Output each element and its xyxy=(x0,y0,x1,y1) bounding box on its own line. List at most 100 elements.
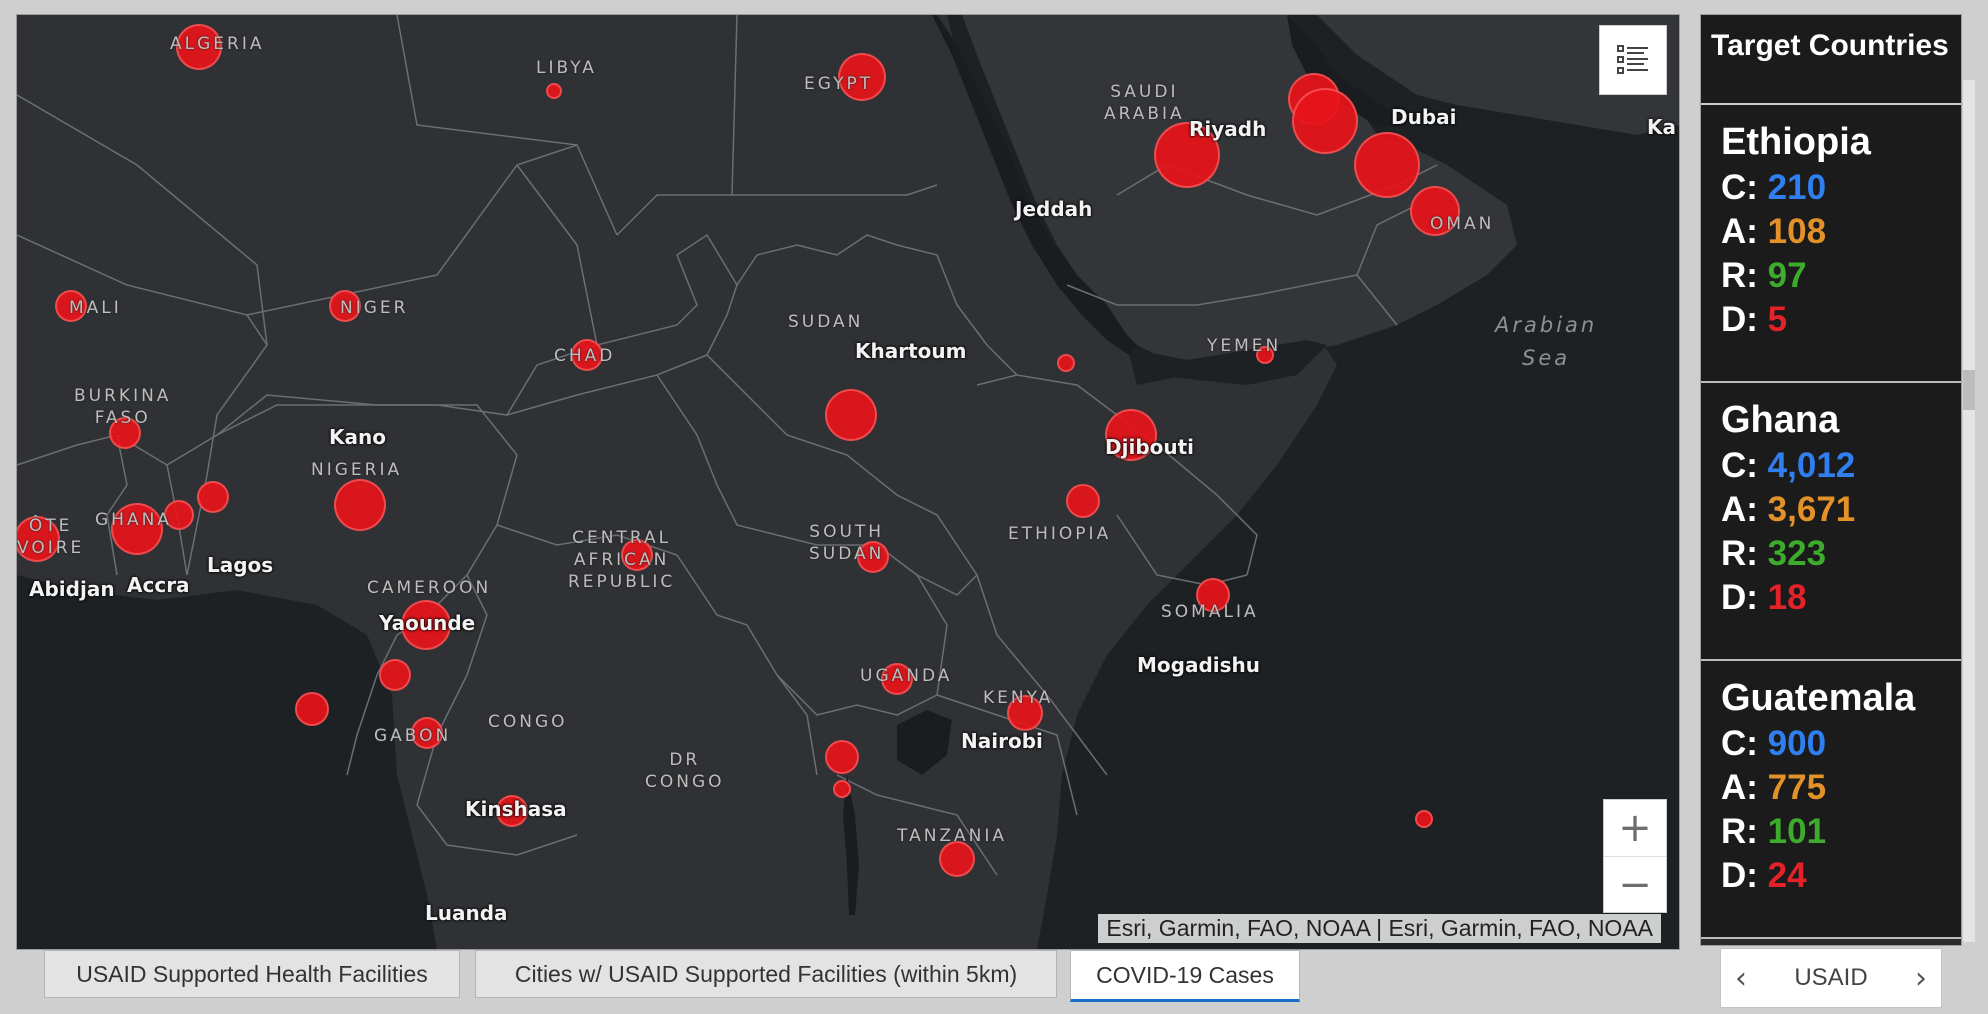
stat-active: A: 3,671 xyxy=(1721,490,1856,529)
case-marker[interactable] xyxy=(825,389,877,441)
case-marker[interactable] xyxy=(1007,695,1043,731)
case-marker[interactable] xyxy=(1256,346,1274,364)
map-view[interactable]: ALGERIA LIBYA EGYPT SAUDI ARABIA OMAN MA… xyxy=(16,14,1680,950)
country-label: SAUDI ARABIA xyxy=(1104,82,1185,124)
case-marker[interactable] xyxy=(401,600,451,650)
country-card-guatemala[interactable]: Guatemala C: 900 A: 775 R: 101 D: 24 xyxy=(1701,661,1961,939)
country-label: EGYPT xyxy=(804,74,874,94)
country-label: CAMEROON xyxy=(367,578,492,598)
pager-label: USAID xyxy=(1794,964,1868,991)
case-marker[interactable] xyxy=(838,53,886,101)
case-marker[interactable] xyxy=(164,500,194,530)
country-name: Guatemala xyxy=(1721,677,1916,719)
country-label: LIBYA xyxy=(536,58,597,78)
case-marker[interactable] xyxy=(939,841,975,877)
zoom-in-button[interactable]: + xyxy=(1604,800,1666,857)
stat-recovered: R: 97 xyxy=(1721,256,1807,295)
case-marker[interactable] xyxy=(1415,810,1433,828)
panel-scrollbar[interactable] xyxy=(1963,80,1975,942)
chevron-left-icon[interactable]: ‹ xyxy=(1735,960,1747,996)
case-marker[interactable] xyxy=(496,795,528,827)
case-marker[interactable] xyxy=(411,717,443,749)
country-label: DR CONGO xyxy=(645,750,725,792)
country-label: GABON xyxy=(374,726,452,746)
water-gulf-aden xyxy=(1137,340,1327,385)
country-label: CHAD xyxy=(554,346,616,366)
case-marker[interactable] xyxy=(1410,186,1460,236)
city-label: Kinshasa xyxy=(465,797,567,821)
case-marker[interactable] xyxy=(833,780,851,798)
scrollbar-thumb[interactable] xyxy=(1963,370,1975,410)
city-label: Khartoum xyxy=(855,339,967,363)
city-label: Nairobi xyxy=(961,729,1043,753)
country-name: Ethiopia xyxy=(1721,121,1871,163)
city-label: Mogadishu xyxy=(1137,653,1261,677)
case-marker[interactable] xyxy=(176,24,222,70)
case-marker[interactable] xyxy=(109,417,141,449)
city-label: Dubai xyxy=(1391,105,1457,129)
target-countries-panel: Target Countries Ethiopia C: 210 A: 108 … xyxy=(1700,14,1962,946)
country-label: BURKINA FASO xyxy=(74,386,172,428)
case-marker[interactable] xyxy=(197,481,229,513)
stat-active: A: 775 xyxy=(1721,768,1827,807)
city-label: Luanda xyxy=(425,901,508,925)
lake-tanganyika xyxy=(843,775,859,915)
country-label: TANZANIA xyxy=(897,826,1008,846)
case-marker[interactable] xyxy=(379,659,411,691)
lake-victoria xyxy=(897,710,952,775)
case-marker[interactable] xyxy=(546,83,562,99)
case-marker[interactable] xyxy=(881,663,913,695)
case-marker[interactable] xyxy=(571,339,603,371)
legend-list-icon xyxy=(1617,45,1648,74)
map-attribution: Esri, Garmin, FAO, NOAA | Esri, Garmin, … xyxy=(1098,914,1661,943)
country-label: OMAN xyxy=(1430,214,1495,234)
case-marker[interactable] xyxy=(621,539,653,571)
city-label: Kano xyxy=(329,425,386,449)
tab-cities-facilities[interactable]: Cities w/ USAID Supported Facilities (wi… xyxy=(475,950,1057,998)
panel-pager: ‹ USAID › xyxy=(1720,948,1942,1008)
city-label: Yaounde xyxy=(379,611,476,635)
case-marker[interactable] xyxy=(295,692,329,726)
case-marker[interactable] xyxy=(329,290,361,322)
case-marker[interactable] xyxy=(17,516,60,562)
country-borders xyxy=(17,15,1438,876)
country-label: CENTRAL AFRICAN REPUBLIC xyxy=(568,528,676,592)
country-label: SOUTH SUDAN xyxy=(809,522,885,564)
case-marker[interactable] xyxy=(1292,88,1358,154)
case-marker[interactable] xyxy=(1057,354,1075,372)
city-label: Jeddah xyxy=(1015,197,1093,221)
zoom-out-button[interactable]: − xyxy=(1618,862,1652,908)
tab-health-facilities[interactable]: USAID Supported Health Facilities xyxy=(44,950,460,998)
country-card-ghana[interactable]: Ghana C: 4,012 A: 3,671 R: 323 D: 18 xyxy=(1701,383,1961,661)
case-marker[interactable] xyxy=(857,541,889,573)
land-iran xyxy=(1317,15,1679,135)
case-marker[interactable] xyxy=(334,479,386,531)
case-marker[interactable] xyxy=(1066,484,1100,518)
case-marker[interactable] xyxy=(1354,132,1420,198)
country-label: CONGO xyxy=(488,712,568,732)
tab-covid-cases[interactable]: COVID-19 Cases xyxy=(1070,950,1300,1002)
case-marker[interactable] xyxy=(111,503,163,555)
zoom-control: + − xyxy=(1603,799,1667,913)
case-marker[interactable] xyxy=(55,290,87,322)
country-label: ÔTE VOIRE xyxy=(17,516,85,558)
country-label: NIGER xyxy=(340,298,409,318)
panel-title: Target Countries xyxy=(1701,15,1961,105)
case-marker[interactable] xyxy=(1154,122,1220,188)
case-marker[interactable] xyxy=(1105,409,1157,461)
chevron-right-icon[interactable]: › xyxy=(1914,960,1927,996)
land-arabia xyxy=(962,15,1517,365)
stat-recovered: R: 101 xyxy=(1721,812,1827,851)
country-label: ALGERIA xyxy=(170,34,265,54)
country-name: Ghana xyxy=(1721,399,1840,441)
legend-button[interactable] xyxy=(1599,25,1667,95)
stat-confirmed: C: 210 xyxy=(1721,168,1827,207)
case-marker[interactable] xyxy=(825,740,859,774)
stat-recovered: R: 323 xyxy=(1721,534,1827,573)
case-marker[interactable] xyxy=(1196,578,1230,612)
country-label: YEMEN xyxy=(1207,336,1282,356)
country-card-ethiopia[interactable]: Ethiopia C: 210 A: 108 R: 97 D: 5 xyxy=(1701,105,1961,383)
stat-deaths: D: 18 xyxy=(1721,578,1807,617)
city-label: Lagos xyxy=(207,553,274,577)
country-label: SOMALIA xyxy=(1161,602,1259,622)
